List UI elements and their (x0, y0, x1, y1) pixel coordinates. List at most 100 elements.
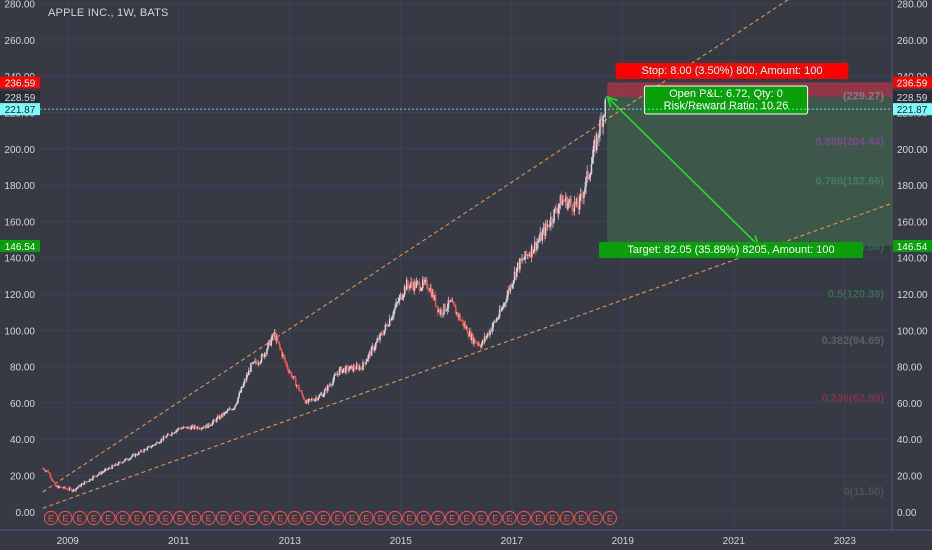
candle-body (554, 207, 556, 210)
candle-body (60, 486, 62, 488)
candle-body (81, 483, 84, 485)
candle-body (483, 336, 486, 342)
earnings-marker[interactable] (502, 510, 517, 526)
earnings-marker[interactable] (359, 510, 374, 526)
left-price-tick: 200.00 (4, 145, 35, 156)
earnings-marker[interactable] (402, 510, 417, 526)
candle-body (59, 485, 61, 487)
earnings-marker[interactable] (273, 510, 288, 526)
candle-body (354, 368, 357, 370)
earnings-marker[interactable] (244, 510, 259, 526)
candle-body (333, 375, 335, 380)
right-price-tick: 140.00 (897, 254, 928, 265)
earnings-marker[interactable] (344, 510, 360, 526)
candle-body (555, 207, 557, 212)
earnings-marker[interactable] (445, 510, 460, 526)
candle-body (136, 454, 139, 456)
target-label[interactable]: Target: 82.05 (35.89%) 8205, Amount: 100 (599, 242, 863, 258)
earnings-marker[interactable] (230, 510, 245, 526)
candle-body (188, 426, 190, 428)
price-axes[interactable]: 0.00 0.00 20.00 20.00 40.00 40.00 60.00 60.00 80… (0, 0, 932, 530)
earnings-marker[interactable] (459, 510, 474, 526)
candle-body (247, 370, 250, 376)
earnings-marker[interactable] (416, 510, 431, 526)
earnings-marker[interactable] (602, 510, 617, 526)
candle-body (94, 475, 96, 477)
earnings-marker[interactable] (144, 510, 159, 526)
candle-body (442, 313, 444, 315)
arrow-line[interactable] (606, 96, 760, 247)
candle-body (521, 258, 523, 261)
candle-body (489, 329, 491, 335)
time-axis[interactable]: 2009 2011 2013 2015 2017 2019 2021 2023 (0, 529, 932, 547)
earnings-marker[interactable] (201, 510, 216, 526)
candle-body (281, 350, 283, 357)
earnings-marker[interactable] (158, 510, 173, 526)
earnings-marker[interactable] (115, 510, 130, 526)
candle-body (318, 395, 321, 398)
candle-body (531, 245, 534, 254)
earnings-marker[interactable] (187, 510, 202, 526)
earnings-marker[interactable] (316, 510, 331, 526)
earnings-marker[interactable] (58, 510, 73, 526)
candle-body (192, 425, 195, 429)
candle-body (141, 450, 143, 452)
earnings-marker[interactable] (330, 510, 345, 526)
earnings-marker[interactable] (72, 510, 87, 526)
stop-label[interactable]: Stop: 8.00 (3.50%) 800, Amount: 100 (615, 63, 849, 79)
earnings-marker[interactable] (473, 510, 488, 526)
candle-body (266, 349, 268, 355)
earnings-marker-label: E (77, 514, 83, 524)
candle-body (349, 366, 351, 370)
earnings-marker[interactable] (387, 510, 403, 526)
candle-body (441, 309, 443, 315)
earnings-marker-label: E (120, 514, 126, 524)
trend-line[interactable] (42, 0, 892, 493)
candle-body (214, 419, 217, 422)
earnings-marker-label: E (191, 514, 197, 524)
earnings-marker[interactable] (588, 510, 603, 526)
candle-body (429, 287, 432, 291)
earnings-marker[interactable] (516, 510, 531, 526)
candle-body (565, 196, 567, 202)
candle-body (377, 338, 379, 341)
earnings-marker[interactable] (258, 510, 274, 526)
candle-body (123, 461, 125, 463)
earnings-marker[interactable] (101, 510, 116, 526)
earnings-marker[interactable] (215, 510, 231, 526)
target-zone[interactable] (607, 96, 892, 246)
earnings-marker[interactable] (86, 510, 102, 526)
earnings-marker[interactable] (287, 510, 302, 526)
candle-body (102, 471, 105, 473)
earnings-marker[interactable] (545, 510, 560, 526)
fib-level-label: 0(11.50) (844, 486, 885, 498)
earnings-marker[interactable] (43, 510, 59, 526)
earnings-marker[interactable] (301, 510, 317, 526)
earnings-marker[interactable] (488, 510, 503, 526)
candle-body (129, 457, 132, 460)
pnl-label-bg (643, 85, 809, 115)
candle-body (465, 327, 468, 329)
candle-body (466, 327, 469, 335)
candle-body (206, 425, 208, 429)
candle-body (164, 437, 167, 439)
candle-body (444, 303, 446, 311)
earnings-marker[interactable] (430, 510, 446, 526)
earnings-marker[interactable] (373, 510, 388, 526)
earnings-marker[interactable] (172, 510, 188, 526)
left-price-tick: 60.00 (10, 399, 35, 410)
earnings-marker[interactable] (129, 510, 145, 526)
candle-body (149, 446, 152, 448)
candle-body (70, 488, 73, 492)
candle-body (252, 361, 254, 364)
left-price-tick: 260.00 (4, 36, 35, 47)
earnings-marker[interactable] (574, 510, 589, 526)
earnings-marker[interactable] (559, 510, 574, 526)
earnings-marker[interactable] (531, 510, 546, 526)
earnings-marker-label: E (464, 514, 470, 524)
candle-body (357, 365, 360, 370)
candle-body (507, 289, 509, 296)
